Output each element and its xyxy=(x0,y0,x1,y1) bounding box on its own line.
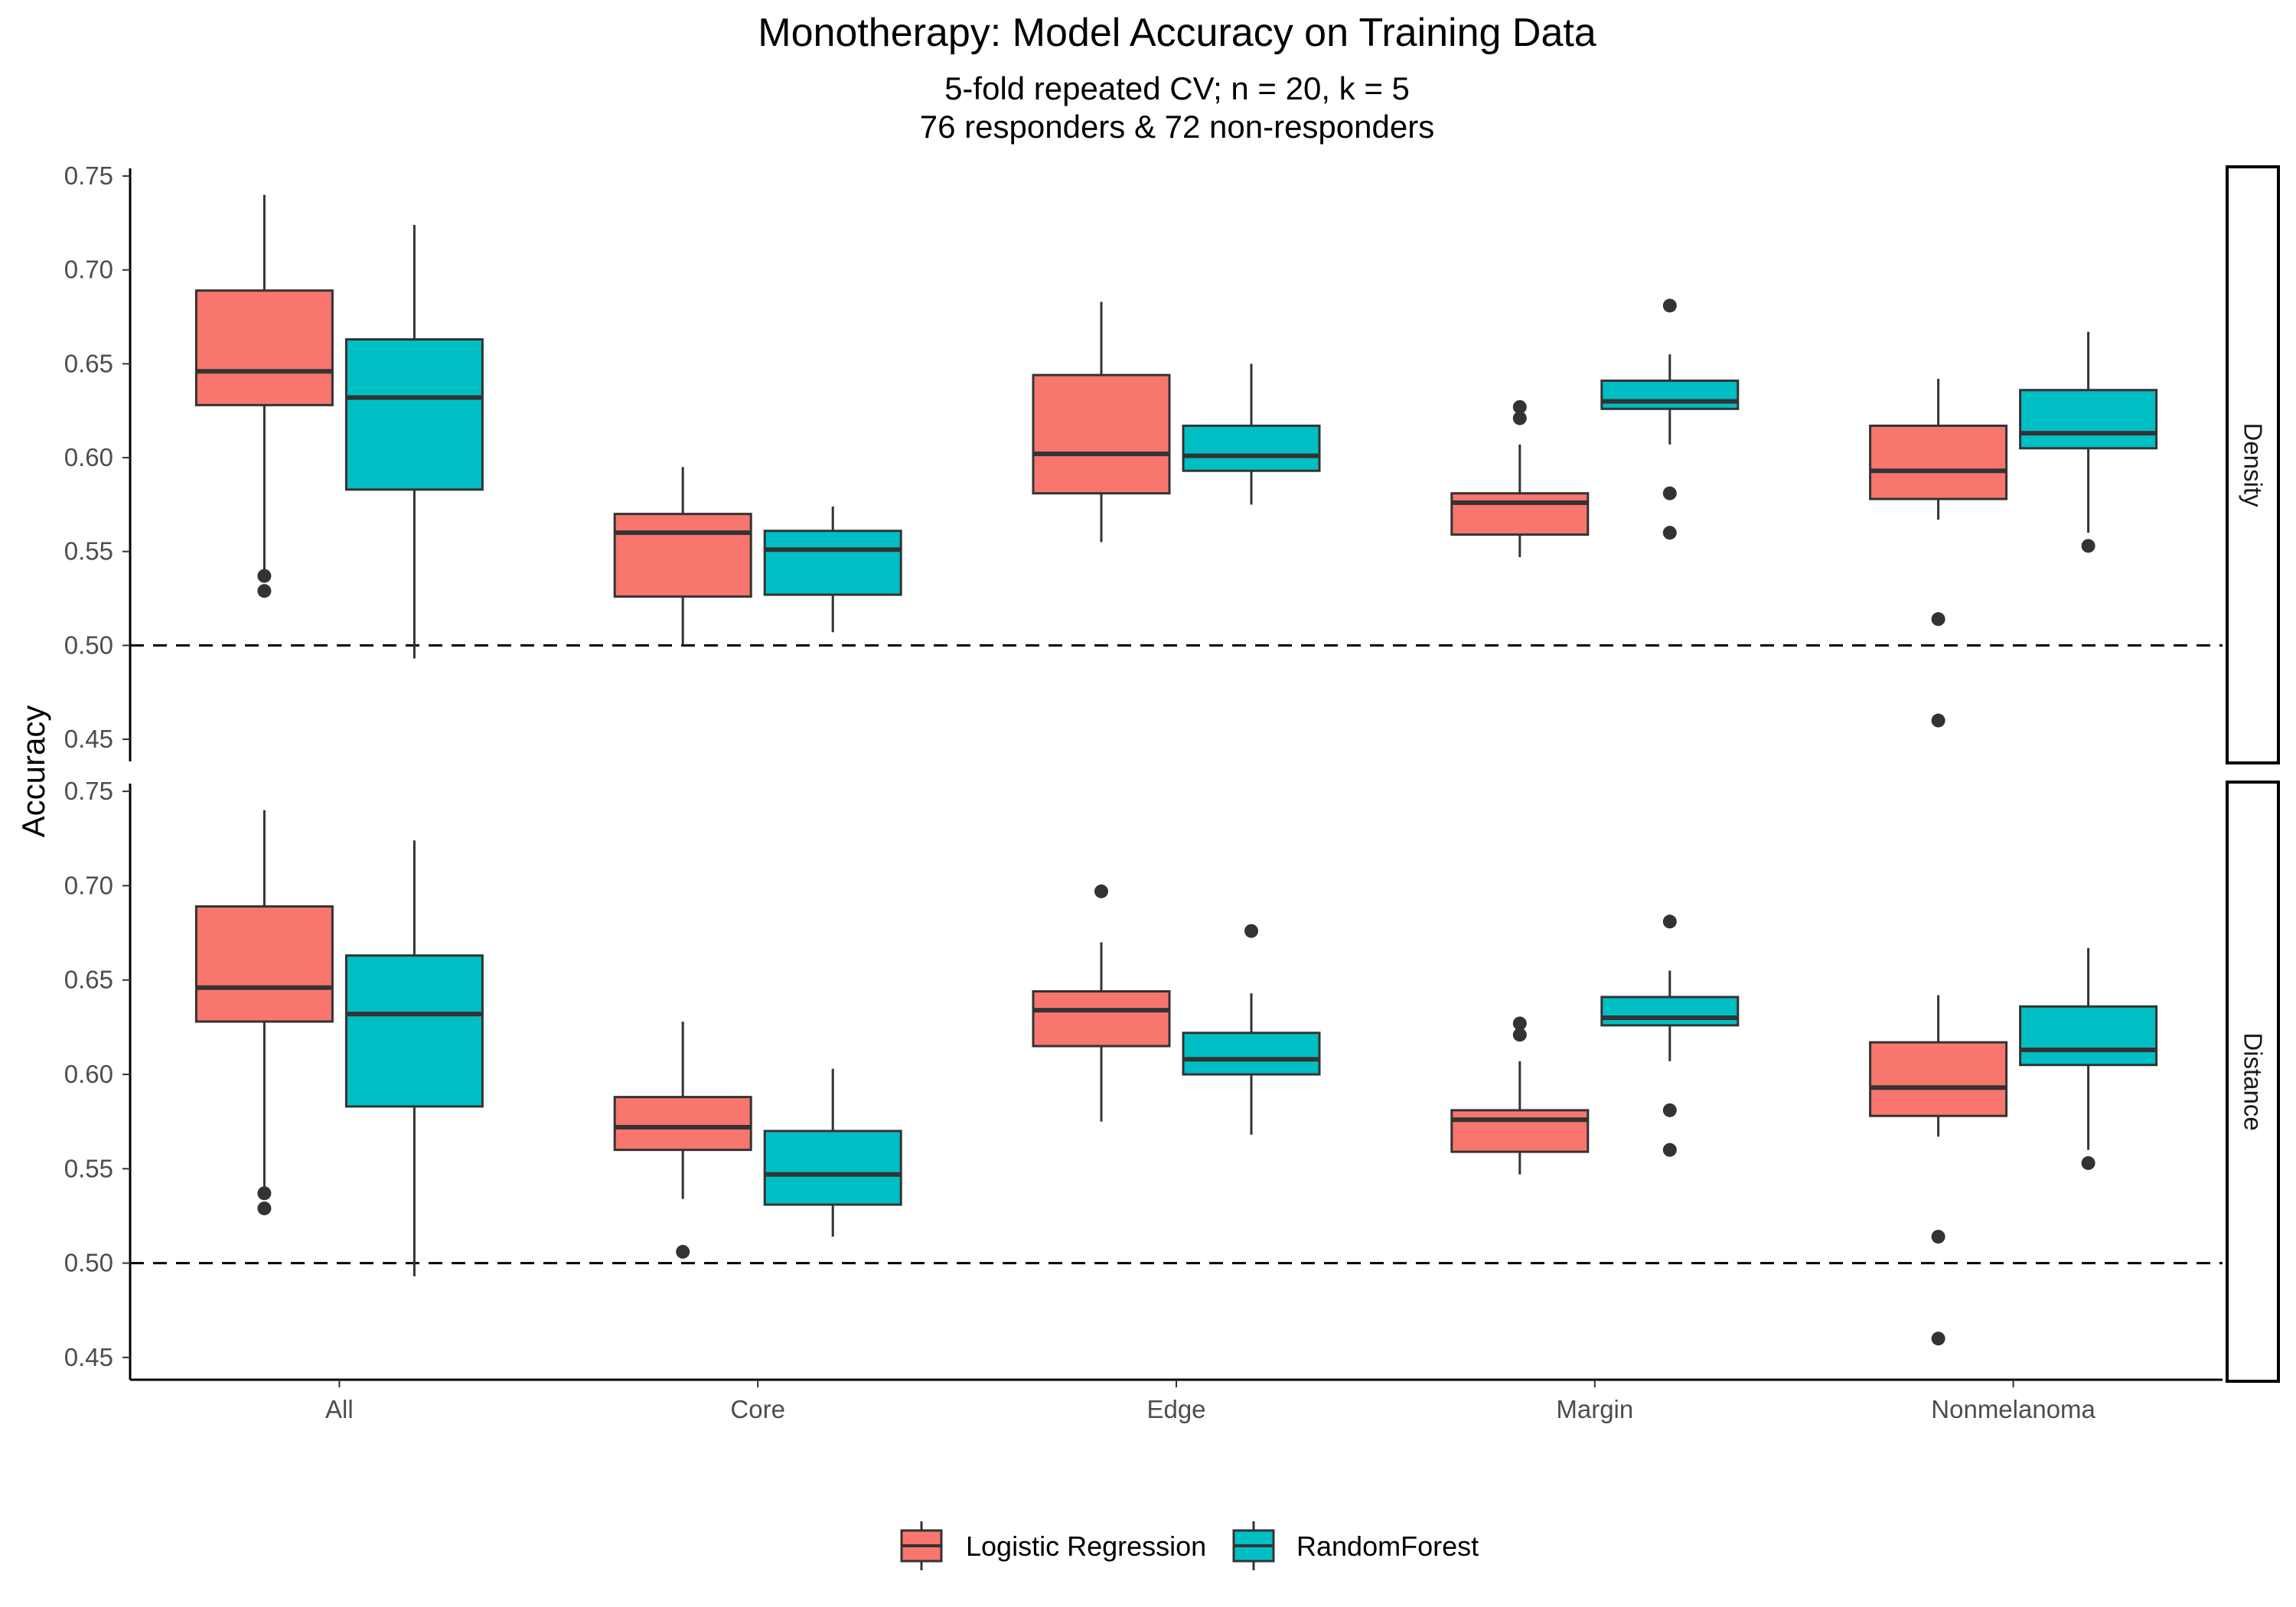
box-core-logistic-regression xyxy=(613,467,752,646)
x-tick-label: All xyxy=(325,1395,354,1423)
box-body xyxy=(344,954,484,1108)
box-core-randomforest xyxy=(763,506,902,633)
box-edge-randomforest xyxy=(1182,924,1321,1135)
outlier-point xyxy=(1931,1230,1945,1244)
y-tick-label: 0.75 xyxy=(64,777,113,805)
box-body xyxy=(344,337,484,491)
box-body xyxy=(1182,424,1321,472)
outlier-point xyxy=(257,569,272,583)
chart-subtitle-line-2: 76 responders & 72 non-responders xyxy=(920,109,1434,145)
box-core-logistic-regression xyxy=(613,1021,752,1259)
x-tick-label: Nonmelanoma xyxy=(1931,1395,2095,1423)
box-core-randomforest xyxy=(763,1068,902,1237)
box-all-logistic-regression xyxy=(194,810,334,1216)
outlier-point xyxy=(1512,1028,1527,1042)
box-margin-logistic-regression xyxy=(1450,1016,1590,1175)
box-nonmelanoma-logistic-regression xyxy=(1869,995,2008,1346)
outlier-point xyxy=(1662,486,1677,500)
box-edge-randomforest xyxy=(1182,363,1321,505)
panel-density: 0.45 0.50 0.55 0.60 0.65 0.70 0.75 Density xyxy=(64,161,2280,764)
box-margin-randomforest xyxy=(1600,914,1740,1157)
box-body xyxy=(194,289,334,406)
outlier-point xyxy=(1931,713,1945,728)
outlier-point xyxy=(1662,914,1677,929)
outlier-point xyxy=(1512,1016,1527,1031)
y-tick-label: 0.50 xyxy=(64,631,113,659)
outlier-point xyxy=(1094,884,1108,898)
box-edge-logistic-regression xyxy=(1032,302,1171,543)
y-tick-label: 0.45 xyxy=(64,725,113,753)
outlier-point xyxy=(1931,1332,1945,1346)
outlier-point xyxy=(1512,399,1527,414)
y-tick-label: 0.60 xyxy=(64,1060,113,1088)
y-tick-label: 0.75 xyxy=(64,161,113,190)
box-nonmelanoma-logistic-regression xyxy=(1869,379,2008,728)
legend: Logistic Regression RandomForest xyxy=(900,1521,1479,1570)
y-tick-label: 0.55 xyxy=(64,537,113,566)
box-body xyxy=(1032,373,1171,495)
outlier-point xyxy=(1662,1103,1677,1117)
y-axis-label: Accuracy xyxy=(15,706,51,838)
chart-title: Monotherapy: Model Accuracy on Training … xyxy=(758,11,1596,55)
outlier-point xyxy=(1931,612,1945,627)
box-nonmelanoma-randomforest xyxy=(2019,331,2158,553)
box-body xyxy=(2019,389,2158,450)
box-edge-logistic-regression xyxy=(1032,884,1171,1122)
outlier-point xyxy=(2081,539,2095,553)
box-body xyxy=(1600,996,1740,1027)
outlier-point xyxy=(676,1244,690,1259)
outlier-point xyxy=(1244,924,1258,938)
box-body xyxy=(1869,424,2008,500)
box-body xyxy=(763,1129,902,1206)
outlier-point xyxy=(1512,411,1527,425)
legend-label: RandomForest xyxy=(1296,1530,1479,1562)
box-body xyxy=(1600,379,1740,410)
box-body xyxy=(1182,1032,1321,1076)
y-tick-label: 0.50 xyxy=(64,1249,113,1277)
x-tick-label: Edge xyxy=(1146,1395,1205,1423)
box-body xyxy=(1869,1041,2008,1117)
y-tick-label: 0.65 xyxy=(64,349,113,377)
box-margin-randomforest xyxy=(1600,298,1740,540)
legend-key-logistic-regression xyxy=(900,1521,943,1570)
facet-label-distance: Distance xyxy=(2239,1032,2268,1130)
y-tick-label: 0.55 xyxy=(64,1154,113,1182)
box-body xyxy=(763,530,902,596)
chart-subtitle-line-1: 5-fold repeated CV; n = 20, k = 5 xyxy=(944,70,1410,106)
box-body xyxy=(2019,1005,2158,1067)
y-tick-label: 0.70 xyxy=(64,871,113,899)
box-all-randomforest xyxy=(344,840,484,1276)
box-body xyxy=(194,905,334,1023)
panel-distance: 0.45 0.50 0.55 0.60 0.65 0.70 0.75 Distance xyxy=(64,777,2280,1383)
outlier-point xyxy=(1662,526,1677,540)
outlier-point xyxy=(1662,298,1677,313)
box-body xyxy=(1450,492,1590,536)
y-tick-label: 0.60 xyxy=(64,443,113,471)
box-body xyxy=(613,513,752,598)
box-margin-logistic-regression xyxy=(1450,399,1590,558)
x-tick-label: Core xyxy=(730,1395,785,1423)
facet-label-density: Density xyxy=(2239,422,2268,507)
outlier-point xyxy=(257,1186,272,1201)
box-body xyxy=(613,1096,752,1152)
box-all-logistic-regression xyxy=(194,194,334,598)
y-tick-label: 0.45 xyxy=(64,1343,113,1371)
box-all-randomforest xyxy=(344,224,484,659)
outlier-point xyxy=(2081,1156,2095,1170)
y-tick-label: 0.70 xyxy=(64,256,113,284)
facet-strip xyxy=(2226,781,2280,1383)
facet-strip xyxy=(2226,165,2280,764)
outlier-point xyxy=(1662,1143,1677,1157)
box-body xyxy=(1032,990,1171,1048)
box-nonmelanoma-randomforest xyxy=(2019,947,2158,1170)
x-tick-label: Margin xyxy=(1556,1395,1633,1423)
y-tick-label: 0.65 xyxy=(64,966,113,994)
legend-key-randomforest xyxy=(1232,1521,1275,1570)
outlier-point xyxy=(257,584,272,598)
box-body xyxy=(1450,1109,1590,1153)
legend-label: Logistic Regression xyxy=(966,1530,1206,1562)
plot-area: 0.450.500.550.600.650.700.75Density0.450… xyxy=(64,161,2280,1423)
outlier-point xyxy=(257,1201,272,1216)
